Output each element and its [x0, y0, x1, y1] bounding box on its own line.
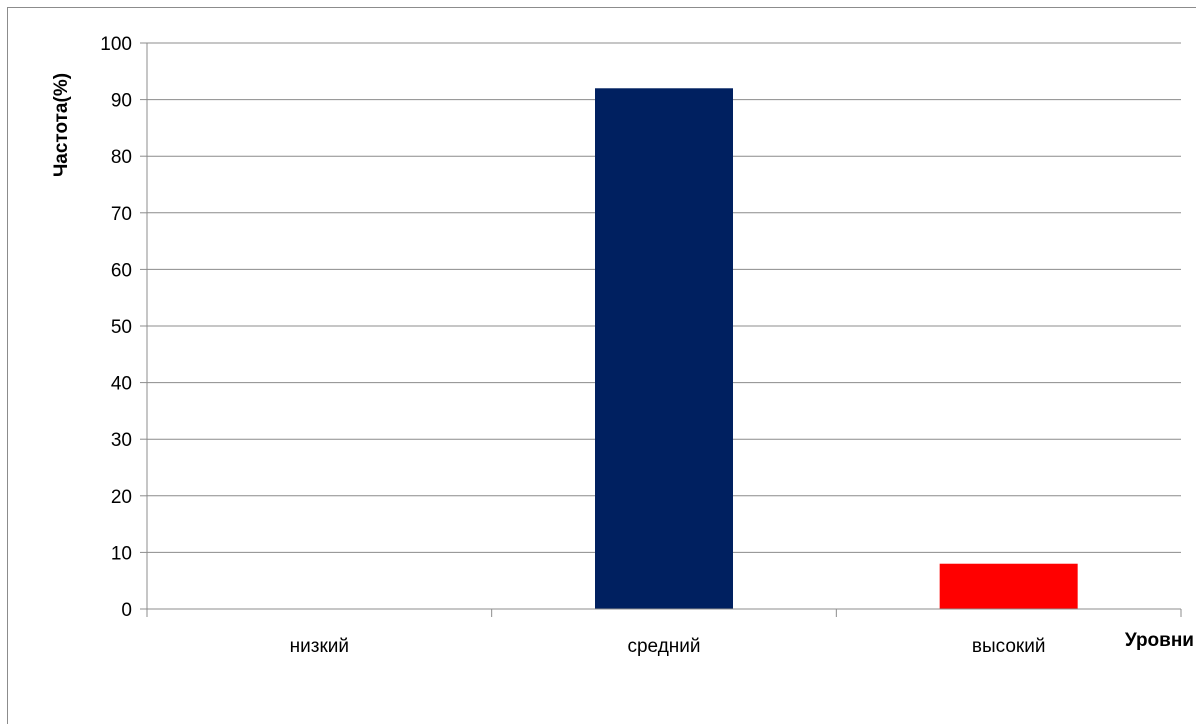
x-axis-title: Уровни	[1125, 630, 1194, 651]
bar-1	[595, 88, 733, 609]
y-tick-label: 60	[111, 260, 132, 281]
y-tick-label: 40	[111, 374, 132, 395]
y-tick-label: 0	[121, 600, 132, 621]
y-tick-label: 30	[111, 430, 132, 451]
y-tick-label: 90	[111, 91, 132, 112]
y-tick-label: 80	[111, 147, 132, 168]
x-tick-label: высокий	[972, 636, 1046, 657]
y-tick-label: 70	[111, 204, 132, 225]
x-tick-label: низкий	[290, 636, 349, 657]
y-tick-label: 20	[111, 487, 132, 508]
x-tick-labels: низкий средний высокий	[290, 636, 1046, 657]
x-tick-label: средний	[627, 636, 700, 657]
y-tick-label: 10	[111, 543, 132, 564]
bars	[595, 88, 1078, 609]
y-tick-label: 100	[100, 34, 132, 55]
y-axis-title: Частота(%)	[51, 73, 72, 177]
y-tick-label: 50	[111, 317, 132, 338]
bar-2	[939, 563, 1078, 609]
axes	[140, 42, 1182, 617]
y-tick-labels: 0 10 20 30 40 50 60 70 80 90 100	[100, 34, 132, 621]
